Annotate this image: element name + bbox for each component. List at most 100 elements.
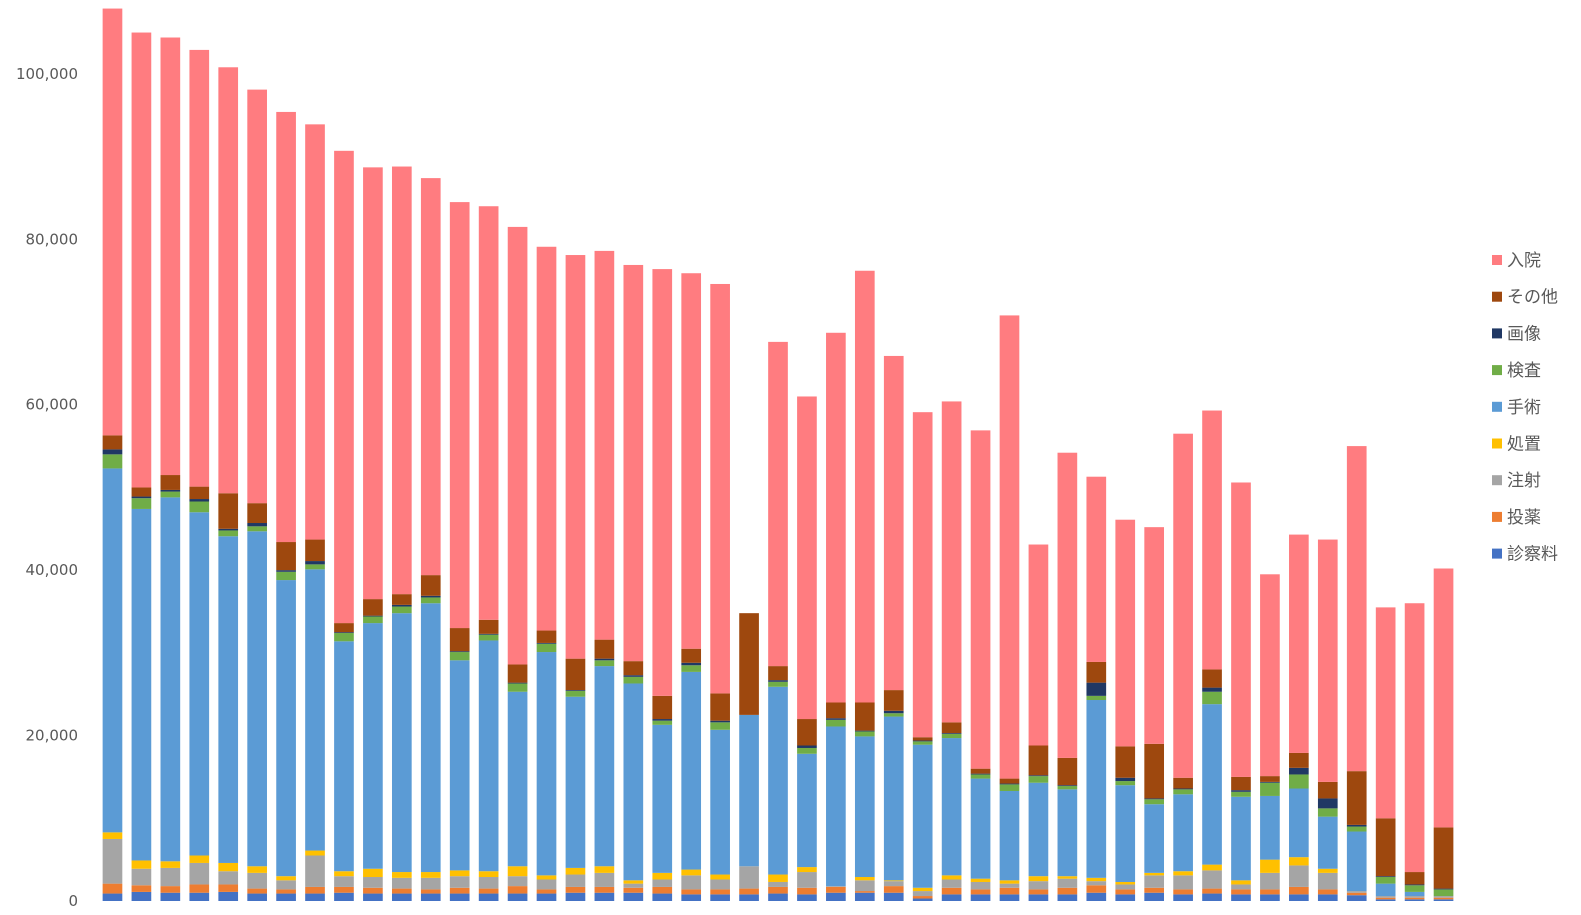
bar-segment xyxy=(478,619,499,634)
legend-item: 手術 xyxy=(1492,398,1541,418)
bar-segment xyxy=(710,729,730,875)
bar-segment xyxy=(797,396,817,720)
bar-segment xyxy=(334,633,354,642)
bar-segment xyxy=(623,880,644,884)
bar-segment xyxy=(536,889,557,894)
bar-segment xyxy=(507,664,528,683)
bar-segment xyxy=(131,860,152,869)
bar-segment xyxy=(363,868,383,878)
y-tick-label: 80,000 xyxy=(26,230,79,248)
bar-segment xyxy=(102,8,123,436)
bar-segment xyxy=(1115,881,1136,885)
bar-segment xyxy=(854,736,875,878)
bar-segment xyxy=(276,571,296,581)
bar-segment xyxy=(363,616,383,624)
bar-segment xyxy=(478,877,499,889)
bar-segment xyxy=(1317,889,1338,895)
bar-segment xyxy=(1260,894,1280,901)
bar-stack xyxy=(1404,603,1425,901)
bar-segment xyxy=(1086,476,1107,662)
bar-segment xyxy=(999,887,1020,895)
bar-segment xyxy=(1028,544,1049,746)
bar-segment xyxy=(826,886,846,893)
bar-segment xyxy=(102,454,123,469)
bar-segment xyxy=(1260,776,1280,782)
bar-stack xyxy=(1202,410,1222,901)
bar-stack xyxy=(449,202,470,901)
bar-segment xyxy=(1433,889,1454,897)
bar-segment xyxy=(420,575,441,596)
bar-segment xyxy=(1202,691,1222,705)
bar-segment xyxy=(1173,789,1193,795)
bar-segment xyxy=(276,570,296,572)
bar-segment xyxy=(681,875,702,890)
bar-segment xyxy=(1028,894,1049,901)
bar-segment xyxy=(1115,746,1136,778)
bar-segment xyxy=(334,876,354,887)
bar-segment xyxy=(1173,433,1193,778)
bar-segment xyxy=(912,740,933,742)
bar-segment xyxy=(594,250,615,640)
bar-segment xyxy=(305,561,325,565)
bar-segment xyxy=(247,503,267,524)
bar-segment xyxy=(1346,895,1367,901)
bar-stack xyxy=(912,412,933,901)
bar-segment xyxy=(970,774,991,779)
bar-segment xyxy=(536,879,557,890)
bar-segment xyxy=(1144,743,1165,799)
bar-segment xyxy=(883,690,904,711)
bar-segment xyxy=(218,530,239,537)
bar-segment xyxy=(1289,767,1309,775)
bar-segment xyxy=(1404,885,1425,892)
bar-segment xyxy=(1289,857,1309,866)
bar-segment xyxy=(247,523,267,527)
bar-segment xyxy=(1231,880,1251,885)
bar-segment xyxy=(305,539,325,562)
bar-segment xyxy=(1346,892,1367,896)
bar-segment xyxy=(391,606,412,614)
bar-segment xyxy=(1433,568,1454,828)
bar-segment xyxy=(768,893,788,901)
bar-segment xyxy=(941,894,962,901)
bar-segment xyxy=(1433,827,1454,889)
bar-stack xyxy=(883,355,904,901)
bar-segment xyxy=(1433,896,1454,898)
bar-segment xyxy=(1057,789,1078,877)
bar-stack xyxy=(1086,476,1107,901)
legend-label: 手術 xyxy=(1507,398,1541,418)
bar-segment xyxy=(565,658,586,691)
bar-segment xyxy=(247,531,267,867)
bar-segment xyxy=(507,876,528,887)
bar-segment xyxy=(160,37,181,476)
bar-segment xyxy=(1260,859,1280,873)
bar-segment xyxy=(1317,798,1338,809)
bar-segment xyxy=(883,713,904,717)
bar-segment xyxy=(710,720,730,723)
bar-segment xyxy=(1375,877,1396,884)
bar-segment xyxy=(276,542,296,571)
bar-segment xyxy=(941,875,962,880)
bar-segment xyxy=(1346,446,1367,772)
bar-segment xyxy=(305,893,325,901)
bar-segment xyxy=(1086,892,1107,901)
bar-segment xyxy=(623,683,644,881)
bar-segment xyxy=(1173,794,1193,872)
bar-segment xyxy=(768,680,788,682)
bar-segment xyxy=(276,889,296,894)
bar-segment xyxy=(970,878,991,882)
bar-segment xyxy=(912,898,933,901)
bar-segment xyxy=(797,867,817,873)
bar-segment xyxy=(1173,894,1193,901)
bar-segment xyxy=(420,595,441,598)
bar-segment xyxy=(999,880,1020,884)
bar-segment xyxy=(363,887,383,894)
bar-segment xyxy=(1317,539,1338,782)
y-tick-label: 40,000 xyxy=(26,561,79,579)
bar-segment xyxy=(449,652,470,661)
bar-segment xyxy=(1375,896,1396,898)
bar-stack xyxy=(854,270,875,901)
bar-segment xyxy=(131,891,152,901)
bar-segment xyxy=(305,569,325,851)
bar-segment xyxy=(854,892,875,901)
bar-segment xyxy=(1144,798,1165,800)
